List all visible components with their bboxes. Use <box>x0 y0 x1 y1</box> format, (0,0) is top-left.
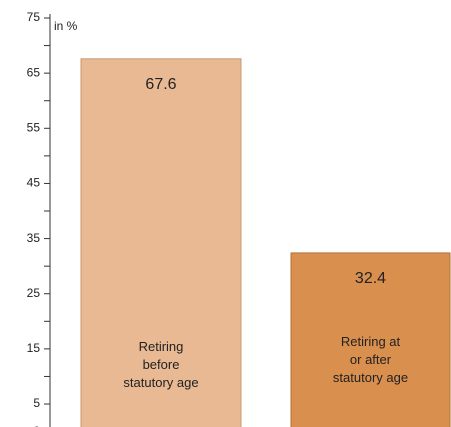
y-tick-label: 25 <box>27 286 41 300</box>
value-label: 67.6 <box>145 76 176 93</box>
y-tick-label: 0 <box>33 424 40 427</box>
y-axis-label: in % <box>54 19 78 33</box>
category-label: Retiring before statutory age <box>123 339 199 390</box>
y-tick-label: 35 <box>27 231 41 245</box>
y-tick-label: 55 <box>27 120 41 134</box>
y-tick-label: 75 <box>27 10 41 24</box>
y-tick-label: 15 <box>27 341 41 355</box>
bar <box>290 252 451 427</box>
y-tick-label: 65 <box>27 65 41 79</box>
y-tick-label: 5 <box>33 396 40 410</box>
category-label: Retiring at or after statutory age <box>332 334 409 385</box>
y-tick-label: 45 <box>27 176 41 190</box>
bar <box>80 58 242 427</box>
value-label: 32.4 <box>355 270 386 287</box>
